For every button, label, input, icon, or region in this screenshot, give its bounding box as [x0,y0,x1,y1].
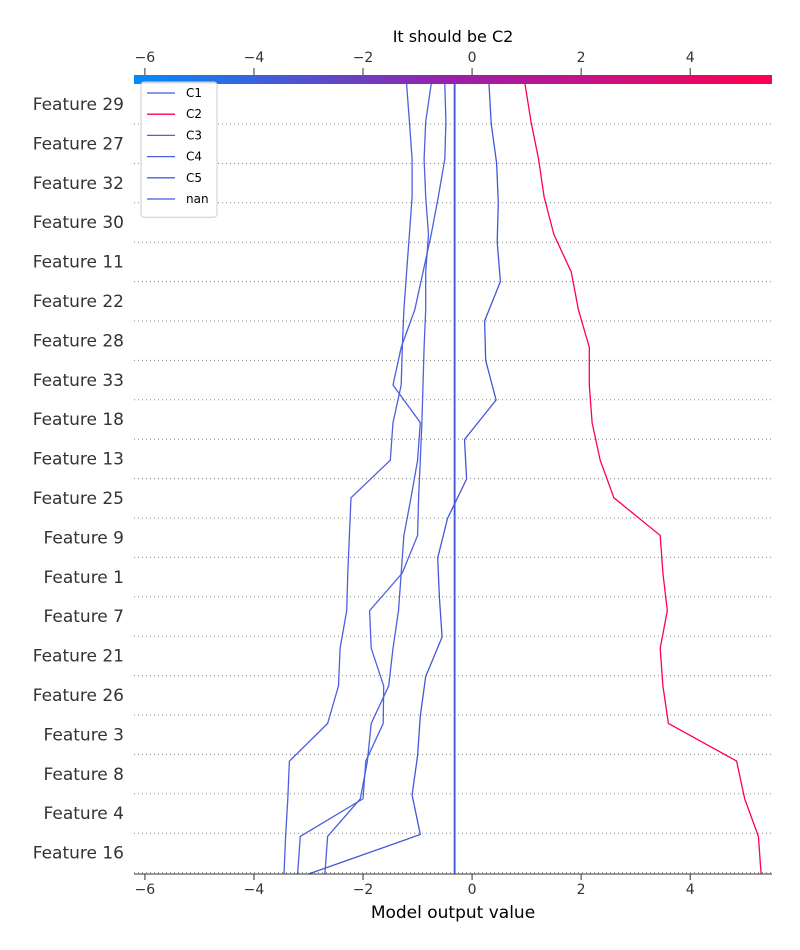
series-line-C3 [296,83,432,875]
legend: C1 C2 C3 C4 C5 nan [140,81,218,218]
bottom-x-axis: −6 −4 −2 0 2 4 [134,873,772,898]
series-lines [283,83,762,875]
feature-label: Feature 16 [33,844,124,864]
legend-label: nan [186,192,209,206]
top-tick-label: 0 [468,50,477,66]
bottom-tick-label: 2 [577,882,586,898]
chart-title: It should be C2 [393,27,514,46]
feature-label: Feature 11 [33,253,124,273]
colorbar [134,75,772,84]
feature-label: Feature 18 [33,410,124,430]
legend-label: C5 [186,171,202,185]
bottom-tick-label: −4 [244,882,265,898]
top-x-axis: −6 −4 −2 0 2 4 [135,50,695,75]
top-tick-label: 4 [686,50,695,66]
feature-label: Feature 21 [33,647,124,667]
feature-label: Feature 8 [44,765,124,785]
top-tick-label: −6 [135,50,156,66]
feature-label: Feature 28 [33,331,124,351]
top-tick-label: 2 [577,50,586,66]
legend-frame [140,81,218,218]
feature-label: Feature 25 [33,489,124,509]
feature-label: Feature 13 [33,450,124,470]
feature-label: Feature 3 [44,725,124,745]
feature-labels: Feature 29 Feature 27 Feature 32 Feature 30… [33,95,124,864]
x-axis-label: Model output value [371,903,535,923]
feature-gridlines [134,123,772,874]
bottom-tick-label: −6 [135,882,156,898]
series-line-C2 [524,83,762,875]
feature-label: Feature 1 [44,568,124,588]
legend-label: C3 [186,128,202,142]
feature-label: Feature 33 [33,371,124,391]
feature-label: Feature 7 [44,607,124,627]
feature-label: Feature 9 [44,528,124,548]
feature-label: Feature 22 [33,292,124,312]
feature-label: Feature 29 [33,95,124,115]
feature-label: Feature 27 [33,134,124,154]
legend-label: C2 [186,107,202,121]
series-line-C5 [283,83,413,875]
legend-label: C1 [186,86,202,100]
feature-label: Feature 30 [33,213,124,233]
legend-label: C4 [186,150,202,164]
bottom-tick-label: 4 [686,882,695,898]
top-tick-label: −4 [244,50,265,66]
top-tick-label: −2 [353,50,374,66]
feature-label: Feature 32 [33,174,124,194]
series-line-C4 [324,83,447,875]
series-line-C1 [308,83,502,875]
feature-label: Feature 26 [33,686,124,706]
bottom-tick-label: −2 [353,882,374,898]
bottom-tick-label: 0 [468,882,477,898]
feature-label: Feature 4 [44,804,124,824]
